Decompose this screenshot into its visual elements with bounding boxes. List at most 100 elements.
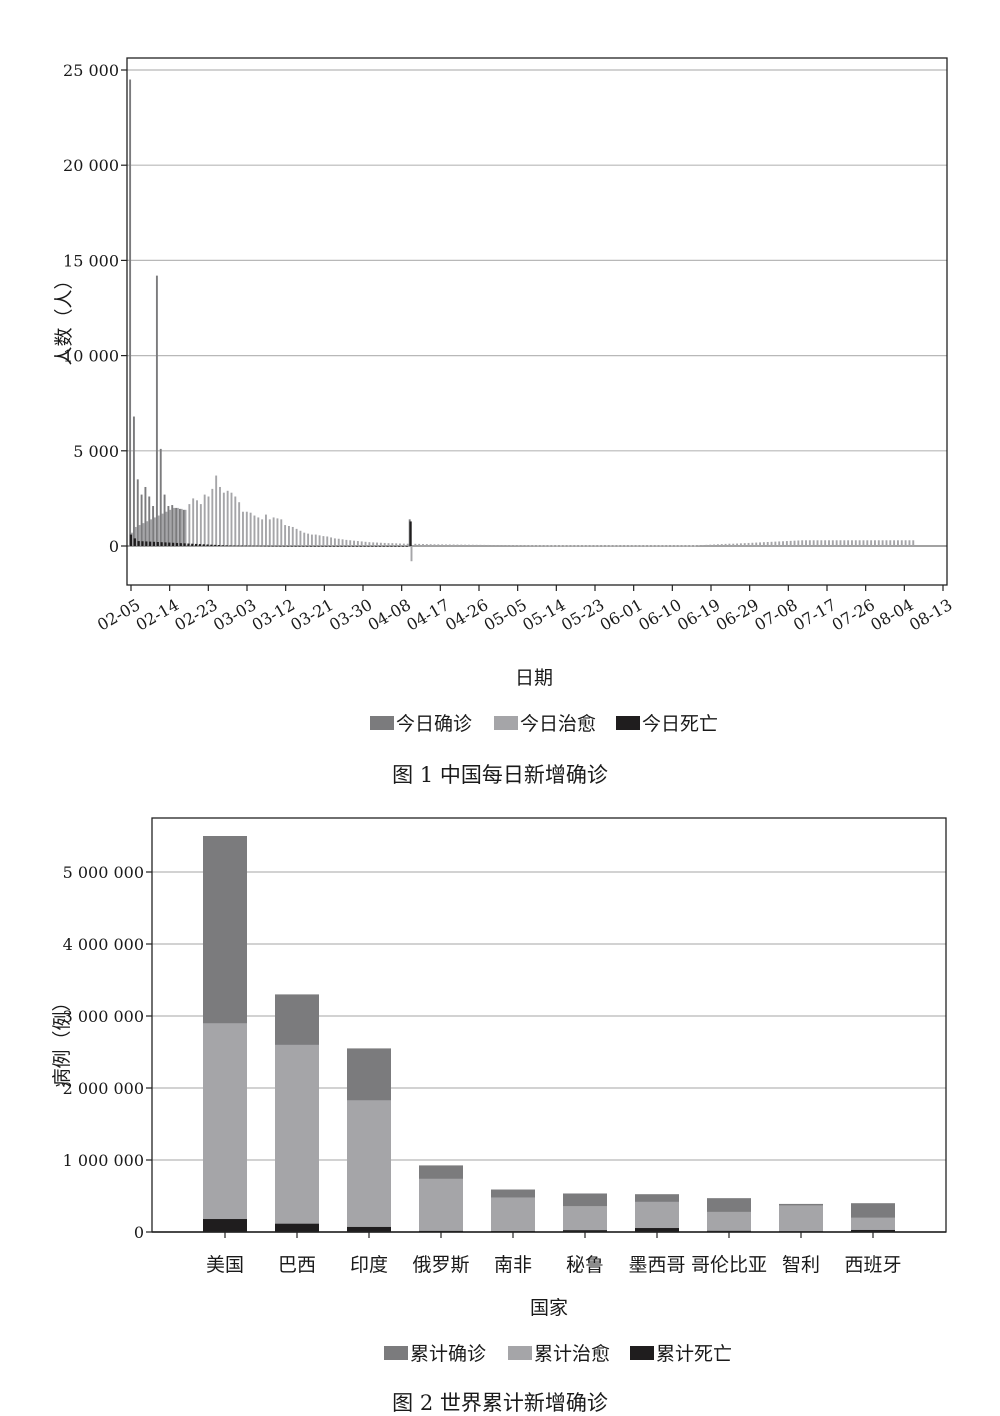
bar bbox=[368, 542, 371, 546]
bar bbox=[217, 545, 221, 546]
bar bbox=[198, 544, 202, 546]
bar bbox=[330, 537, 333, 546]
bar-segment-recovered bbox=[563, 1206, 607, 1232]
x-tick-label: 俄罗斯 bbox=[412, 1254, 469, 1276]
bar bbox=[230, 492, 233, 546]
bar bbox=[240, 545, 244, 547]
bar bbox=[770, 541, 773, 546]
bar bbox=[188, 504, 191, 546]
bar bbox=[847, 540, 850, 546]
stacked-bar bbox=[707, 1198, 751, 1232]
bar bbox=[613, 545, 616, 547]
bar-segment-death bbox=[635, 1228, 679, 1232]
bar bbox=[399, 543, 401, 546]
bar bbox=[609, 545, 612, 547]
bar bbox=[211, 488, 214, 546]
series-death bbox=[129, 521, 412, 547]
bar bbox=[326, 536, 329, 546]
bar bbox=[762, 542, 765, 546]
bar bbox=[341, 539, 344, 546]
y-axis-label: 病例（例） bbox=[51, 992, 73, 1087]
bar bbox=[402, 543, 405, 546]
bar bbox=[234, 496, 237, 546]
bar bbox=[732, 543, 735, 546]
legend-label: 今日死亡 bbox=[642, 713, 718, 735]
bar bbox=[276, 518, 279, 546]
bar bbox=[896, 540, 899, 546]
bar bbox=[900, 540, 903, 546]
bar bbox=[870, 540, 873, 546]
bar bbox=[390, 545, 393, 547]
bar bbox=[705, 544, 708, 546]
bar bbox=[498, 545, 501, 546]
bar bbox=[138, 525, 141, 546]
bar bbox=[199, 504, 202, 546]
stacked-bar bbox=[419, 1165, 463, 1232]
bar bbox=[256, 545, 259, 547]
bar bbox=[202, 544, 205, 546]
y-axis-ticks: 0 5 000 10 000 15 000 20 000 25 000 bbox=[63, 61, 127, 556]
bar bbox=[157, 515, 160, 546]
bar bbox=[329, 545, 332, 547]
bar bbox=[206, 544, 209, 546]
x-axis-label: 国家 bbox=[530, 1297, 568, 1319]
bar bbox=[429, 544, 432, 546]
bar bbox=[766, 542, 769, 546]
bar bbox=[245, 511, 248, 546]
bar bbox=[336, 545, 339, 547]
bar bbox=[874, 540, 876, 546]
bar bbox=[391, 543, 394, 546]
bar bbox=[747, 542, 750, 546]
bar bbox=[582, 545, 585, 547]
bar bbox=[164, 542, 167, 546]
bar bbox=[280, 519, 283, 546]
bar bbox=[525, 545, 528, 547]
bar bbox=[333, 538, 336, 546]
bar bbox=[877, 540, 880, 546]
x-tick-label: 07-08 bbox=[751, 595, 800, 635]
bar bbox=[433, 544, 436, 546]
x-tick-label: 秘鲁 bbox=[566, 1254, 604, 1276]
bar bbox=[405, 545, 408, 547]
bar bbox=[797, 540, 800, 546]
bar bbox=[322, 536, 325, 546]
bar bbox=[414, 543, 417, 546]
bar bbox=[337, 538, 340, 546]
bar bbox=[133, 538, 136, 546]
chart-world-cumulative: 0 1 000 000 2 000 000 3 000 000 4 000 000 5 0… bbox=[51, 817, 947, 1415]
bar bbox=[140, 494, 143, 546]
bar bbox=[275, 545, 278, 547]
bar bbox=[602, 545, 604, 547]
x-tick-label: 南非 bbox=[494, 1254, 532, 1276]
bar-series-group bbox=[129, 79, 915, 562]
stacked-bar bbox=[563, 1193, 607, 1232]
bar bbox=[671, 545, 673, 547]
legend-swatch bbox=[630, 1346, 654, 1360]
bar bbox=[238, 502, 241, 546]
bar bbox=[552, 545, 555, 547]
bar bbox=[290, 545, 293, 547]
bar bbox=[257, 517, 260, 546]
bar-segment-death bbox=[347, 1226, 391, 1232]
series-confirmed bbox=[129, 79, 411, 547]
x-tick-label: 06-10 bbox=[635, 595, 684, 635]
bar bbox=[667, 545, 670, 547]
bar bbox=[191, 543, 194, 546]
bar bbox=[378, 545, 382, 547]
bar bbox=[824, 540, 827, 546]
x-tick-label: 巴西 bbox=[278, 1254, 316, 1276]
stacked-bar bbox=[203, 836, 247, 1232]
bar bbox=[831, 540, 834, 546]
bar bbox=[529, 545, 532, 547]
y-tick-label: 0 bbox=[109, 537, 119, 556]
bar bbox=[318, 535, 321, 546]
bar bbox=[782, 541, 784, 546]
x-tick-label: 02-05 bbox=[94, 595, 143, 635]
bar bbox=[182, 509, 185, 546]
bar bbox=[487, 544, 490, 546]
bar bbox=[536, 545, 539, 547]
bar bbox=[548, 545, 551, 547]
bar bbox=[260, 545, 263, 547]
bar bbox=[640, 545, 643, 547]
bar bbox=[441, 544, 444, 546]
